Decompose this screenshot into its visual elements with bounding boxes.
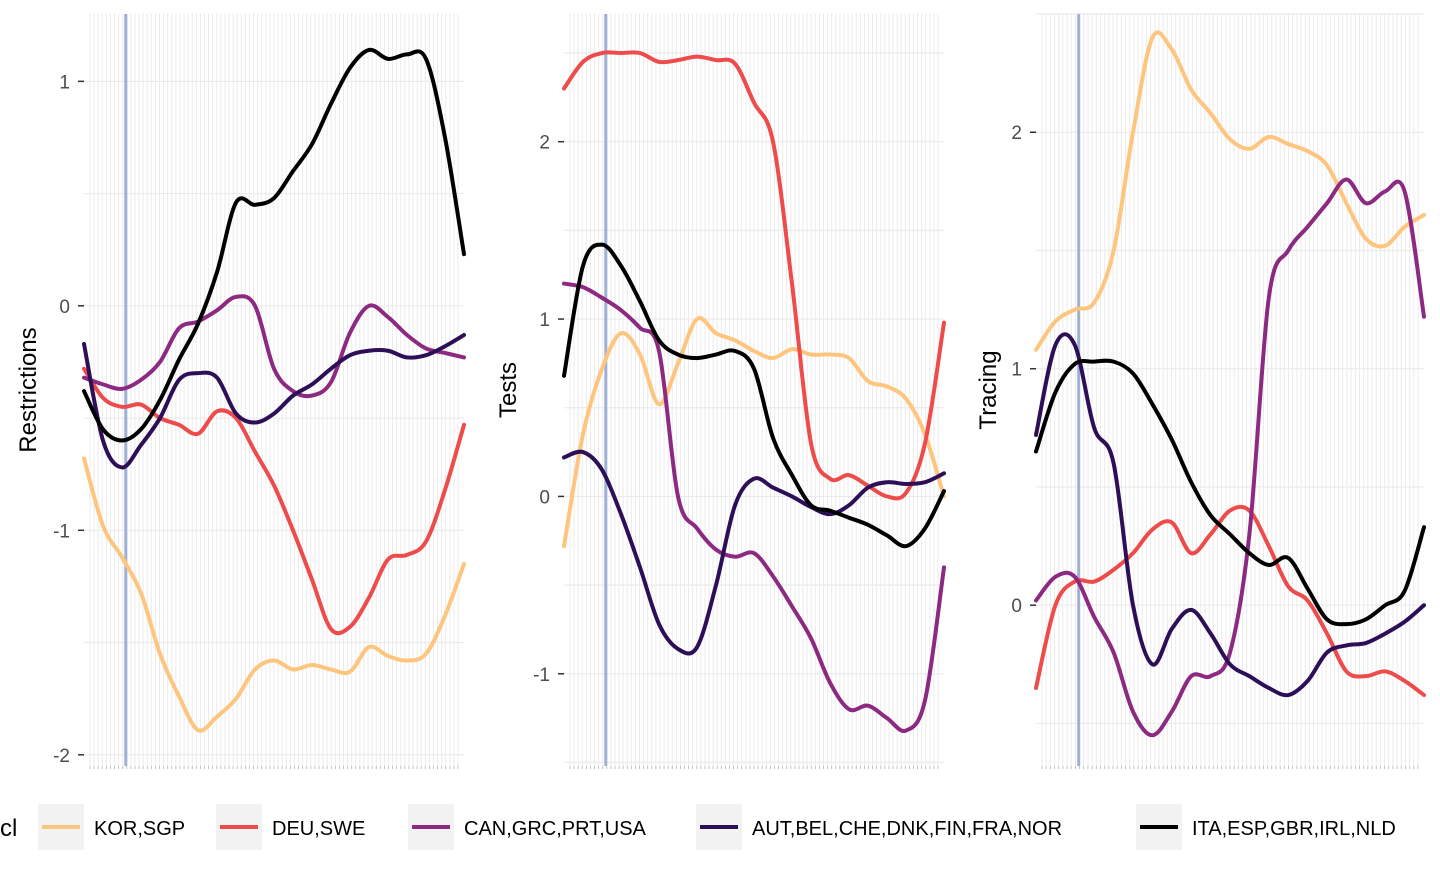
legend-item: ITA,ESP,GBR,IRL,NLD — [1136, 804, 1396, 850]
series-line-can-grc-prt-usa — [562, 281, 946, 733]
y-tick-label: 2 — [539, 133, 550, 154]
legend-items: KOR,SGP DEU,SWE CAN,GRC,PRT,USA AUT,BEL,CHE… — [38, 804, 1396, 850]
y-tick-label: 1 — [539, 310, 550, 331]
y-axis: -1 0 1 2 — [533, 133, 564, 686]
series-line-aut-bel-che-dnk-fin-fra-nor — [562, 449, 946, 656]
legend-item: KOR,SGP — [38, 804, 185, 850]
panel-tests: -1 0 1 2 Tests — [495, 14, 946, 769]
legend: cl KOR,SGP DEU,SWE CAN,GRC,PRT,USA AUT,BEL,… — [0, 804, 1396, 850]
y-tick-label: -1 — [533, 665, 550, 686]
legend-item-label: KOR,SGP — [94, 818, 185, 840]
series-line-kor-sgp — [82, 456, 466, 733]
series-line-aut-bel-che-dnk-fin-fra-nor — [1034, 332, 1426, 698]
y-axis: -2 -1 0 1 — [53, 72, 84, 767]
y-tick-label: 1 — [59, 72, 70, 93]
x-axis — [1041, 766, 1419, 769]
legend-item-label: AUT,BEL,CHE,DNK,FIN,FRA,NOR — [752, 818, 1062, 840]
panel-restrictions: -2 -1 0 1 Restrictions — [15, 14, 466, 769]
vertical-grid — [1041, 14, 1419, 766]
series-line-kor-sgp — [562, 316, 946, 549]
horizontal-grid — [84, 80, 464, 756]
y-tick-label: 0 — [1011, 596, 1022, 617]
legend-title: cl — [0, 815, 17, 842]
y-tick-label: 2 — [1011, 123, 1022, 144]
chart-panels: -2 -1 0 1 Restrictions -1 0 1 2 Tests 0 1 2 Tracing — [15, 13, 1426, 769]
series-line-can-grc-prt-usa — [1034, 177, 1426, 738]
series-line-can-grc-prt-usa — [82, 294, 466, 399]
x-axis — [569, 766, 939, 769]
series-line-ita-esp-gbr-irl-nld — [1034, 358, 1426, 627]
y-axis-label: Tracing — [975, 350, 1002, 429]
series-lines — [562, 50, 946, 733]
y-tick-label: 0 — [539, 487, 550, 508]
series-line-aut-bel-che-dnk-fin-fra-nor — [82, 333, 466, 470]
series-line-deu-swe — [82, 366, 466, 636]
horizontal-grid — [1036, 13, 1424, 725]
series-lines — [82, 47, 466, 733]
y-tick-label: 1 — [1011, 360, 1022, 381]
legend-item-label: DEU,SWE — [272, 818, 365, 840]
y-tick-label: 0 — [59, 297, 70, 318]
y-axis: 0 1 2 — [1011, 123, 1036, 617]
x-axis — [89, 766, 459, 769]
legend-item: CAN,GRC,PRT,USA — [408, 804, 647, 850]
y-tick-label: -1 — [53, 521, 70, 542]
y-tick-label: -2 — [53, 746, 70, 767]
y-axis-label: Tests — [495, 362, 522, 418]
y-axis-label: Restrictions — [15, 327, 42, 452]
legend-item: AUT,BEL,CHE,DNK,FIN,FRA,NOR — [696, 804, 1062, 850]
legend-item: DEU,SWE — [216, 804, 365, 850]
panel-tracing: 0 1 2 Tracing — [975, 13, 1426, 769]
series-line-ita-esp-gbr-irl-nld — [82, 47, 466, 443]
legend-item-label: ITA,ESP,GBR,IRL,NLD — [1192, 818, 1396, 840]
series-line-deu-swe — [1034, 504, 1426, 698]
series-line-kor-sgp — [1034, 30, 1426, 352]
legend-item-label: CAN,GRC,PRT,USA — [464, 818, 647, 840]
series-line-deu-swe — [562, 50, 946, 501]
series-lines — [1034, 30, 1426, 738]
series-line-ita-esp-gbr-irl-nld — [562, 242, 946, 549]
